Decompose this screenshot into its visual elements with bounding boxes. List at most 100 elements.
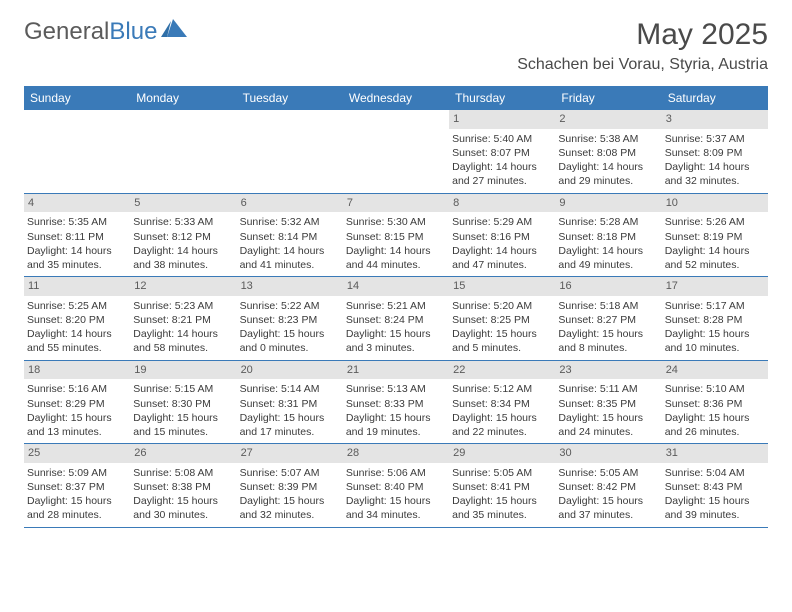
sunrise-text: Sunrise: 5:25 AM bbox=[27, 299, 127, 313]
calendar-day-cell bbox=[24, 110, 130, 193]
weekday-header: Sunday bbox=[24, 86, 130, 110]
sunrise-text: Sunrise: 5:09 AM bbox=[27, 466, 127, 480]
sunrise-text: Sunrise: 5:14 AM bbox=[240, 382, 340, 396]
sunset-text: Sunset: 8:20 PM bbox=[27, 313, 127, 327]
calendar-day-cell: 30Sunrise: 5:05 AMSunset: 8:42 PMDayligh… bbox=[555, 444, 661, 527]
day-number: 1 bbox=[449, 110, 555, 129]
brand-part2: Blue bbox=[109, 18, 157, 46]
calendar-day-cell: 6Sunrise: 5:32 AMSunset: 8:14 PMDaylight… bbox=[237, 194, 343, 277]
calendar-day-cell bbox=[343, 110, 449, 193]
sunrise-text: Sunrise: 5:23 AM bbox=[133, 299, 233, 313]
weekday-header: Thursday bbox=[449, 86, 555, 110]
daylight-text: Daylight: 15 hours and 32 minutes. bbox=[240, 494, 340, 522]
sunset-text: Sunset: 8:33 PM bbox=[346, 397, 446, 411]
calendar-day-cell: 9Sunrise: 5:28 AMSunset: 8:18 PMDaylight… bbox=[555, 194, 661, 277]
weekday-header: Friday bbox=[555, 86, 661, 110]
day-number: 14 bbox=[343, 277, 449, 296]
daylight-text: Daylight: 15 hours and 22 minutes. bbox=[452, 411, 552, 439]
daylight-text: Daylight: 14 hours and 38 minutes. bbox=[133, 244, 233, 272]
sunrise-text: Sunrise: 5:30 AM bbox=[346, 215, 446, 229]
sunset-text: Sunset: 8:28 PM bbox=[665, 313, 765, 327]
calendar-day-cell: 1 Sunrise: 5:40 AMSunset: 8:07 PMDaylight… bbox=[449, 110, 555, 193]
sunset-text: Sunset: 8:43 PM bbox=[665, 480, 765, 494]
calendar-day-cell: 5Sunrise: 5:33 AMSunset: 8:12 PMDaylight… bbox=[130, 194, 236, 277]
day-number: 15 bbox=[449, 277, 555, 296]
brand-part1: General bbox=[24, 18, 109, 46]
day-number: 12 bbox=[130, 277, 236, 296]
sunrise-text: Sunrise: 5:40 AM bbox=[452, 132, 552, 146]
day-number: 7 bbox=[343, 194, 449, 213]
sunset-text: Sunset: 8:21 PM bbox=[133, 313, 233, 327]
sunset-text: Sunset: 8:24 PM bbox=[346, 313, 446, 327]
sunset-text: Sunset: 8:40 PM bbox=[346, 480, 446, 494]
sunrise-text: Sunrise: 5:05 AM bbox=[452, 466, 552, 480]
day-number: 18 bbox=[24, 361, 130, 380]
calendar-day-cell: 17 Sunrise: 5:17 AMSunset: 8:28 PMDayligh… bbox=[662, 277, 768, 360]
sunrise-text: Sunrise: 5:33 AM bbox=[133, 215, 233, 229]
daylight-text: Daylight: 15 hours and 17 minutes. bbox=[240, 411, 340, 439]
day-number: 10 bbox=[662, 194, 768, 213]
calendar-day-cell: 12Sunrise: 5:23 AMSunset: 8:21 PMDayligh… bbox=[130, 277, 236, 360]
calendar-day-cell: 13Sunrise: 5:22 AMSunset: 8:23 PMDayligh… bbox=[237, 277, 343, 360]
daylight-text: Daylight: 14 hours and 27 minutes. bbox=[452, 160, 552, 188]
sunrise-text: Sunrise: 5:15 AM bbox=[133, 382, 233, 396]
sunset-text: Sunset: 8:42 PM bbox=[558, 480, 658, 494]
calendar-day-cell: 4Sunrise: 5:35 AMSunset: 8:11 PMDaylight… bbox=[24, 194, 130, 277]
daylight-text: Daylight: 14 hours and 52 minutes. bbox=[665, 244, 765, 272]
sunrise-text: Sunrise: 5:17 AM bbox=[665, 299, 765, 313]
sunrise-text: Sunrise: 5:08 AM bbox=[133, 466, 233, 480]
day-number: 29 bbox=[449, 444, 555, 463]
daylight-text: Daylight: 15 hours and 39 minutes. bbox=[665, 494, 765, 522]
daylight-text: Daylight: 15 hours and 35 minutes. bbox=[452, 494, 552, 522]
daylight-text: Daylight: 15 hours and 10 minutes. bbox=[665, 327, 765, 355]
daylight-text: Daylight: 14 hours and 44 minutes. bbox=[346, 244, 446, 272]
sunset-text: Sunset: 8:39 PM bbox=[240, 480, 340, 494]
sunset-text: Sunset: 8:30 PM bbox=[133, 397, 233, 411]
sunset-text: Sunset: 8:23 PM bbox=[240, 313, 340, 327]
sunset-text: Sunset: 8:09 PM bbox=[665, 146, 765, 160]
weekday-header: Tuesday bbox=[237, 86, 343, 110]
sunset-text: Sunset: 8:16 PM bbox=[452, 230, 552, 244]
calendar-weeks: 1Sunrise: 5:40 AMSunset: 8:07 PMDaylight… bbox=[24, 110, 768, 528]
day-number: 22 bbox=[449, 361, 555, 380]
sunrise-text: Sunrise: 5:26 AM bbox=[665, 215, 765, 229]
sunrise-text: Sunrise: 5:22 AM bbox=[240, 299, 340, 313]
sunset-text: Sunset: 8:07 PM bbox=[452, 146, 552, 160]
weekday-header-row: Sunday Monday Tuesday Wednesday Thursday… bbox=[24, 86, 768, 110]
day-number: 27 bbox=[237, 444, 343, 463]
daylight-text: Daylight: 14 hours and 41 minutes. bbox=[240, 244, 340, 272]
calendar-day-cell bbox=[130, 110, 236, 193]
sunset-text: Sunset: 8:31 PM bbox=[240, 397, 340, 411]
day-number: 4 bbox=[24, 194, 130, 213]
calendar-day-cell: 29Sunrise: 5:05 AMSunset: 8:41 PMDayligh… bbox=[449, 444, 555, 527]
daylight-text: Daylight: 14 hours and 47 minutes. bbox=[452, 244, 552, 272]
day-number: 21 bbox=[343, 361, 449, 380]
calendar-day-cell: 3Sunrise: 5:37 AMSunset: 8:09 PMDaylight… bbox=[662, 110, 768, 193]
daylight-text: Daylight: 15 hours and 15 minutes. bbox=[133, 411, 233, 439]
brand-triangle-icon bbox=[161, 18, 187, 46]
calendar-day-cell: 22Sunrise: 5:12 AMSunset: 8:34 PMDayligh… bbox=[449, 361, 555, 444]
sunrise-text: Sunrise: 5:10 AM bbox=[665, 382, 765, 396]
sunrise-text: Sunrise: 5:21 AM bbox=[346, 299, 446, 313]
sunrise-text: Sunrise: 5:05 AM bbox=[558, 466, 658, 480]
day-number: 20 bbox=[237, 361, 343, 380]
sunset-text: Sunset: 8:36 PM bbox=[665, 397, 765, 411]
weekday-header: Saturday bbox=[662, 86, 768, 110]
sunrise-text: Sunrise: 5:18 AM bbox=[558, 299, 658, 313]
sunset-text: Sunset: 8:29 PM bbox=[27, 397, 127, 411]
sunset-text: Sunset: 8:37 PM bbox=[27, 480, 127, 494]
daylight-text: Daylight: 15 hours and 3 minutes. bbox=[346, 327, 446, 355]
month-title: May 2025 bbox=[517, 18, 768, 52]
sunset-text: Sunset: 8:14 PM bbox=[240, 230, 340, 244]
daylight-text: Daylight: 15 hours and 26 minutes. bbox=[665, 411, 765, 439]
calendar-page: GeneralBlue May 2025 Schachen bei Vorau,… bbox=[0, 0, 792, 538]
sunset-text: Sunset: 8:18 PM bbox=[558, 230, 658, 244]
daylight-text: Daylight: 15 hours and 19 minutes. bbox=[346, 411, 446, 439]
sunset-text: Sunset: 8:38 PM bbox=[133, 480, 233, 494]
day-number: 17 bbox=[662, 277, 768, 296]
daylight-text: Daylight: 15 hours and 5 minutes. bbox=[452, 327, 552, 355]
sunset-text: Sunset: 8:19 PM bbox=[665, 230, 765, 244]
day-number: 8 bbox=[449, 194, 555, 213]
sunset-text: Sunset: 8:34 PM bbox=[452, 397, 552, 411]
calendar-day-cell: 2Sunrise: 5:38 AMSunset: 8:08 PMDaylight… bbox=[555, 110, 661, 193]
